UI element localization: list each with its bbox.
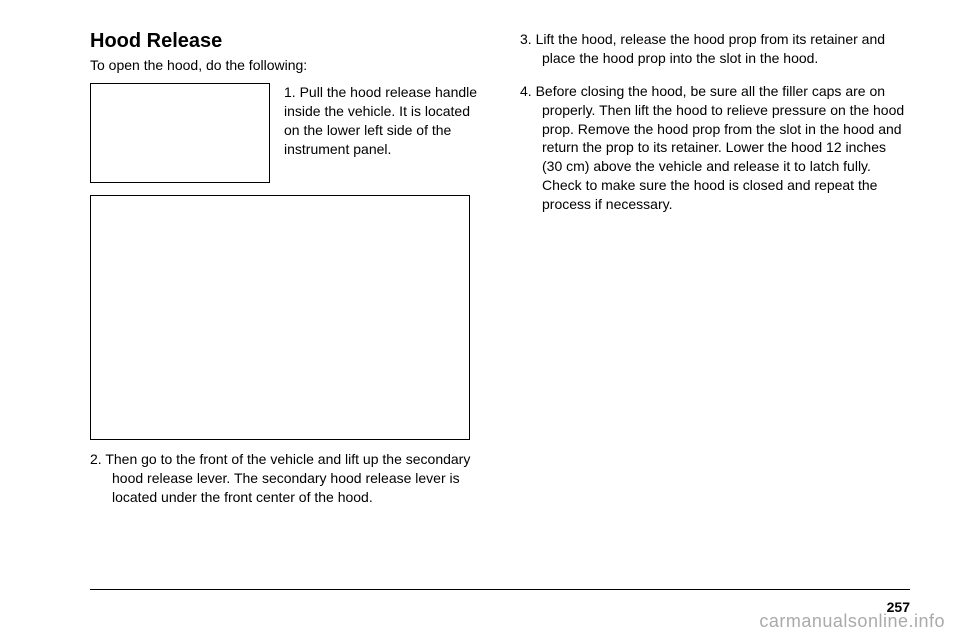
image-placeholder-small: [90, 83, 270, 183]
section-title: Hood Release: [90, 30, 480, 53]
image-placeholder-large: [90, 195, 470, 440]
step-4-text: 4. Before closing the hood, be sure all …: [520, 82, 910, 214]
step-4-body: Before closing the hood, be sure all the…: [536, 83, 905, 212]
left-column: Hood Release To open the hood, do the fo…: [90, 30, 480, 570]
watermark: carmanualsonline.info: [759, 611, 945, 632]
step-2-body: Then go to the front of the vehicle and …: [105, 451, 470, 505]
step-1-num: 1.: [284, 84, 296, 100]
step-3-num: 3.: [520, 31, 532, 47]
content-area: Hood Release To open the hood, do the fo…: [90, 30, 910, 570]
step-4-num: 4.: [520, 83, 532, 99]
step-3-body: Lift the hood, release the hood prop fro…: [536, 31, 885, 66]
step-1-text: 1. Pull the hood release handle inside t…: [284, 83, 480, 183]
step-3-text: 3. Lift the hood, release the hood prop …: [520, 30, 910, 68]
intro-text: To open the hood, do the following:: [90, 57, 480, 73]
step-1-body: Pull the hood release handle inside the …: [284, 84, 477, 157]
right-column: 3. Lift the hood, release the hood prop …: [520, 30, 910, 570]
step-1-row: 1. Pull the hood release handle inside t…: [90, 83, 480, 183]
step-2-text: 2. Then go to the front of the vehicle a…: [90, 450, 480, 507]
step-2-num: 2.: [90, 451, 102, 467]
footer-line: [90, 589, 910, 590]
